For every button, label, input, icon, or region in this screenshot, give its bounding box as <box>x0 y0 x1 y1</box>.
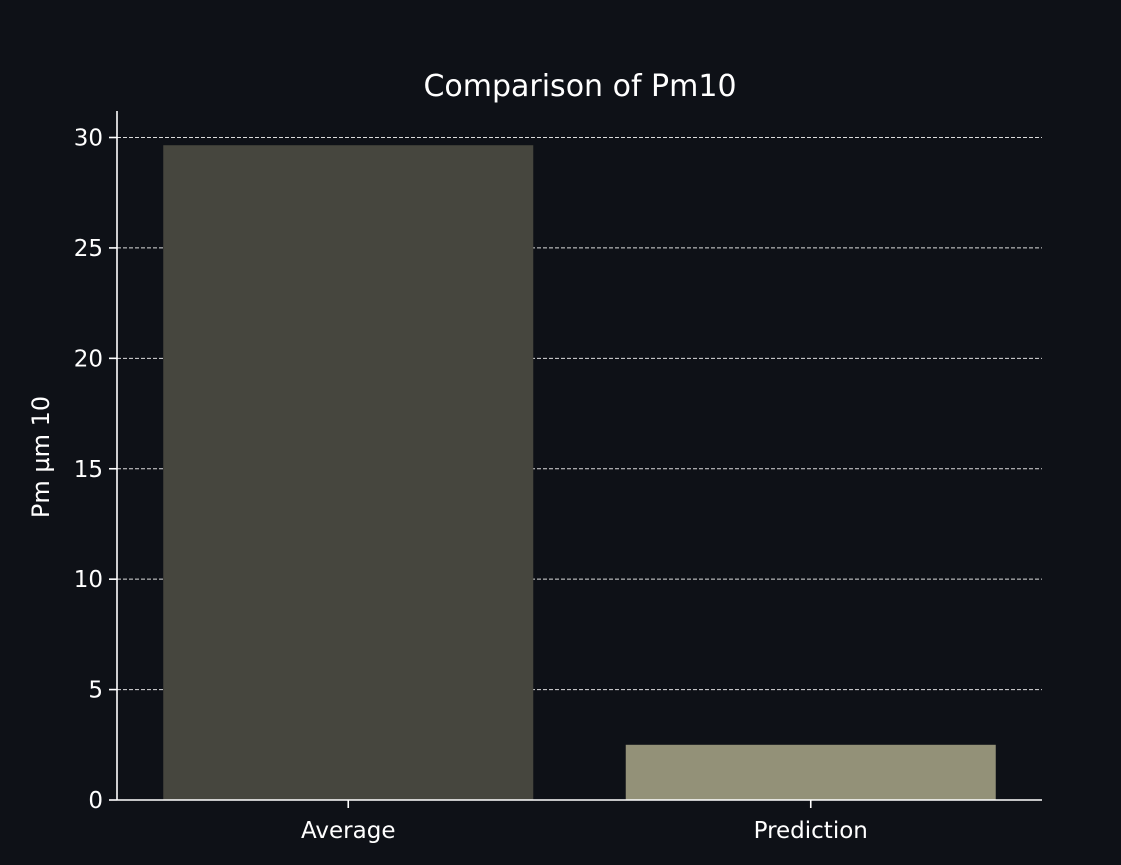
x-ticks: Average Prediction <box>301 800 868 844</box>
y-tick-label-10: 10 <box>74 567 103 593</box>
y-tick-label-5: 5 <box>88 678 103 704</box>
y-ticks: 0 5 10 15 20 25 30 <box>74 126 117 814</box>
x-tick-label-prediction: Prediction <box>754 818 868 844</box>
gridlines <box>117 137 1042 691</box>
chart-title: Comparison of Pm10 <box>423 69 736 104</box>
y-tick-label-20: 20 <box>74 346 103 372</box>
y-tick-label-15: 15 <box>74 457 103 483</box>
y-tick-label-25: 25 <box>74 236 103 262</box>
axes <box>116 111 1042 801</box>
y-tick-label-0: 0 <box>88 788 103 814</box>
bars <box>163 145 996 800</box>
bar-prediction <box>625 744 996 800</box>
x-tick-label-average: Average <box>301 818 395 844</box>
y-tick-label-30: 30 <box>74 126 103 152</box>
y-axis-label: Pm µm 10 <box>27 396 55 518</box>
bar-average <box>163 145 534 800</box>
